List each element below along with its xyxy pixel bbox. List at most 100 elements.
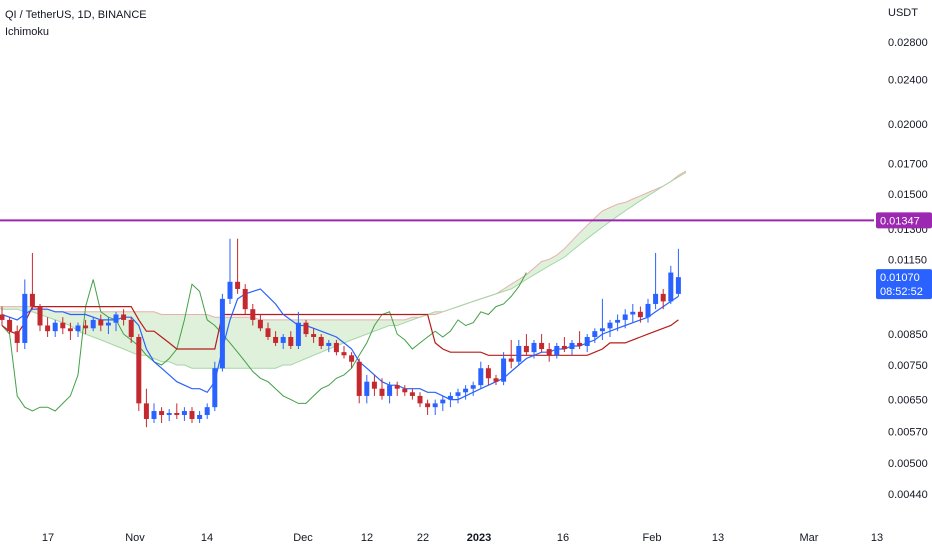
countdown-label: 08:52:52 <box>880 286 923 298</box>
candle <box>493 374 499 386</box>
price-tick-label: 0.00750 <box>888 360 928 372</box>
candle <box>7 317 13 335</box>
time-tick-label: 14 <box>201 532 213 544</box>
candle-body <box>136 336 142 404</box>
candle <box>189 407 195 424</box>
candle <box>463 385 469 400</box>
candle-body <box>554 345 560 356</box>
candle <box>52 319 58 337</box>
candle-body <box>622 314 628 320</box>
candle <box>235 238 241 294</box>
candle <box>425 399 431 415</box>
time-tick-label: 2023 <box>467 532 491 544</box>
candle-body <box>250 309 256 320</box>
candle <box>516 339 522 365</box>
time-tick-label: 12 <box>361 532 373 544</box>
candle-body <box>257 319 263 329</box>
candle-body <box>668 272 674 302</box>
candle <box>174 403 180 419</box>
candle-body <box>485 368 491 379</box>
candle-body <box>181 411 187 415</box>
candle <box>622 309 628 329</box>
candle <box>561 336 567 353</box>
candle-body <box>455 392 461 396</box>
candle <box>128 317 134 343</box>
candle <box>242 284 248 315</box>
candles[interactable] <box>0 238 681 428</box>
candle-body <box>14 331 20 343</box>
candle-body <box>280 336 286 343</box>
candle <box>637 306 643 323</box>
candle <box>668 265 674 304</box>
cloud-span-a <box>0 170 687 321</box>
candle <box>326 339 332 353</box>
candle <box>204 403 210 419</box>
candle <box>45 317 51 337</box>
candle <box>402 385 408 396</box>
candle <box>523 334 529 356</box>
candle <box>295 311 301 350</box>
candle-body <box>288 336 294 346</box>
ichimoku-cloud <box>0 170 687 369</box>
candle <box>371 374 377 396</box>
candle-body <box>493 378 499 382</box>
candle-body <box>151 411 157 419</box>
candle-body <box>561 345 567 350</box>
candle <box>181 407 187 422</box>
candle-body <box>143 403 149 419</box>
candle <box>356 358 362 404</box>
hline-price-label: 0.01347 <box>880 215 920 227</box>
candle-body <box>630 311 636 315</box>
candle-body <box>83 325 89 329</box>
candle-body <box>409 392 415 396</box>
candle <box>485 365 491 386</box>
candle-body <box>219 298 225 369</box>
candle-body <box>105 322 111 326</box>
hline-price-badge <box>876 212 932 229</box>
symbol-title[interactable]: QI / TetherUS, 1D, BINANCE <box>5 9 147 21</box>
candle-body <box>22 293 28 343</box>
candle-body <box>645 303 651 318</box>
candle-body <box>463 388 469 393</box>
time-axis[interactable]: 17 Nov 14 Dec 12 22 2023 16 Feb 13 Mar 13 <box>42 532 883 544</box>
candle <box>197 411 203 424</box>
price-tick-label: 0.01500 <box>888 189 928 201</box>
candle-body <box>128 319 134 337</box>
candle <box>0 306 5 326</box>
candle-body <box>75 325 81 332</box>
candle <box>440 395 446 412</box>
price-tick-label: 0.02000 <box>888 119 928 131</box>
candle <box>387 381 393 404</box>
candle-body <box>303 322 309 335</box>
candle-body <box>584 336 590 346</box>
candle <box>607 319 613 337</box>
price-axis[interactable]: USDT 0.02800 0.02400 0.02000 0.01700 0.01500 0… <box>876 7 932 501</box>
candle <box>318 334 324 350</box>
candle-body <box>615 319 621 323</box>
candle-body <box>67 328 73 332</box>
candle-body <box>333 342 339 353</box>
indicator-label[interactable]: Ichimoku <box>5 26 50 38</box>
candle <box>250 303 256 326</box>
candle-body <box>197 414 203 419</box>
candle-body <box>60 322 66 329</box>
candle-body <box>478 368 484 386</box>
candle-body <box>592 331 598 337</box>
candle <box>136 334 142 412</box>
candle-body <box>29 293 35 307</box>
candle <box>303 319 309 337</box>
candle <box>333 339 339 356</box>
price-tick-label: 0.00500 <box>888 458 928 470</box>
candle-body <box>341 352 347 356</box>
candle-body <box>546 349 552 356</box>
candle-body <box>379 388 385 396</box>
price-tick-label: 0.01150 <box>888 254 927 266</box>
candle <box>22 279 28 350</box>
candle <box>105 317 111 335</box>
candle-body <box>599 328 605 332</box>
candle <box>349 352 355 369</box>
candle <box>60 317 66 335</box>
candle-body <box>637 311 643 318</box>
